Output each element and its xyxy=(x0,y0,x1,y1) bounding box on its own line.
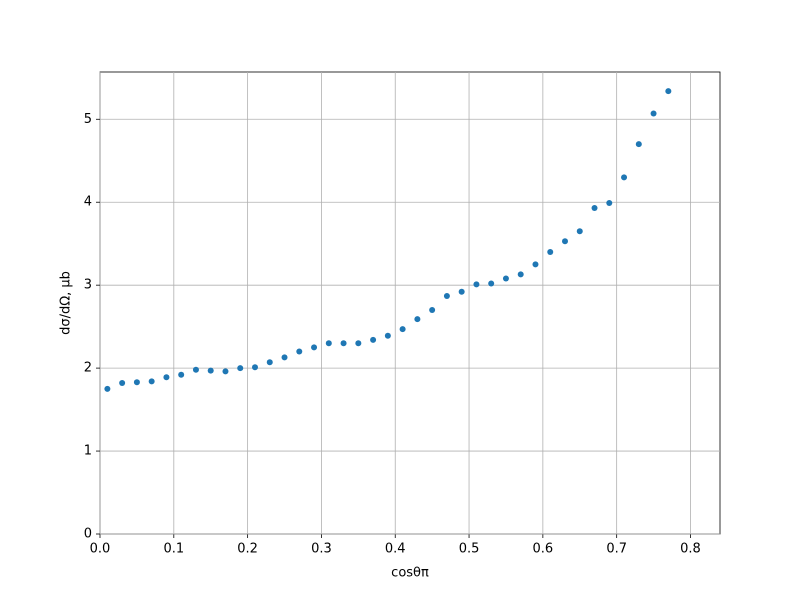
x-tick-label: 0.0 xyxy=(90,542,111,557)
x-axis-label: cosθπ xyxy=(391,566,429,581)
point xyxy=(163,374,170,381)
point xyxy=(473,281,480,288)
point xyxy=(119,380,126,387)
y-tick-label: 4 xyxy=(84,195,92,210)
point xyxy=(414,316,421,323)
point xyxy=(399,326,406,333)
point xyxy=(384,332,391,339)
point xyxy=(502,275,509,282)
point xyxy=(325,340,332,347)
x-tick-label: 0.4 xyxy=(385,542,406,557)
point xyxy=(488,280,495,287)
point xyxy=(429,307,436,314)
point xyxy=(133,379,140,386)
point xyxy=(547,248,554,255)
point xyxy=(635,141,642,148)
x-tick-label: 0.6 xyxy=(533,542,554,557)
x-tick-label: 0.7 xyxy=(606,542,627,557)
point xyxy=(576,228,583,235)
x-tick-label: 0.3 xyxy=(311,542,332,557)
point xyxy=(296,348,303,355)
point xyxy=(340,340,347,347)
point xyxy=(650,110,657,117)
y-tick-label: 2 xyxy=(84,361,92,376)
point xyxy=(148,378,155,385)
x-tick-label: 0.2 xyxy=(237,542,258,557)
point xyxy=(532,261,539,268)
y-axis-label: dσ/dΩ, μb xyxy=(59,271,74,335)
point xyxy=(591,205,598,212)
point xyxy=(237,365,244,372)
point xyxy=(458,288,465,295)
point xyxy=(443,292,450,299)
point xyxy=(222,368,229,375)
point xyxy=(104,385,111,392)
y-tick-label: 0 xyxy=(84,527,92,542)
y-tick-label: 1 xyxy=(84,444,92,459)
point xyxy=(621,174,628,181)
point xyxy=(355,340,362,347)
point xyxy=(665,88,672,95)
x-tick-label: 0.1 xyxy=(163,542,184,557)
point xyxy=(207,367,214,374)
point xyxy=(562,238,568,245)
point xyxy=(517,271,524,278)
point xyxy=(178,371,185,378)
point xyxy=(281,354,288,361)
plot-frame xyxy=(99,71,721,535)
x-tick-label: 0.8 xyxy=(680,542,701,557)
point xyxy=(266,359,273,366)
x-tick-label: 0.5 xyxy=(459,542,480,557)
point xyxy=(606,200,613,207)
point xyxy=(192,366,199,373)
y-tick-label: 5 xyxy=(84,112,92,127)
point xyxy=(370,336,377,343)
point xyxy=(252,364,258,371)
y-tick-label: 3 xyxy=(84,278,92,293)
point xyxy=(311,344,318,351)
